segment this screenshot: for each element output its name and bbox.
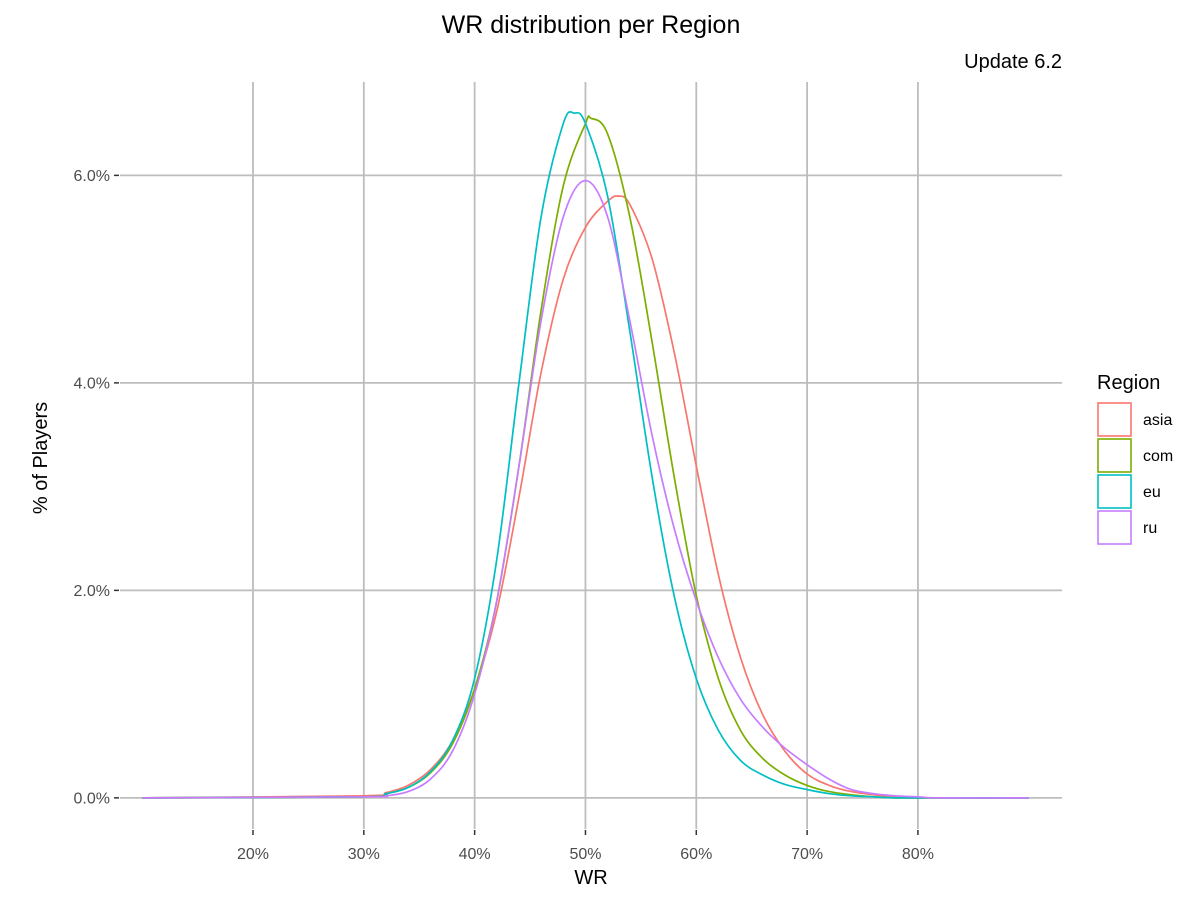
x-tick-label: 50% bbox=[569, 846, 601, 863]
legend-label-com: com bbox=[1143, 448, 1173, 465]
grid-lines bbox=[120, 82, 1062, 829]
series-lines bbox=[142, 110, 1029, 799]
y-tick-label: 4.0% bbox=[74, 375, 110, 392]
chart-title: WR distribution per Region bbox=[442, 11, 741, 39]
legend-key-com bbox=[1097, 438, 1132, 473]
legend-label-ru: ru bbox=[1143, 520, 1157, 537]
x-tick-label: 40% bbox=[459, 846, 491, 863]
x-axis-title: WR bbox=[574, 867, 607, 889]
legend-key-eu bbox=[1097, 474, 1132, 509]
x-tick-label: 60% bbox=[680, 846, 712, 863]
x-tick-label: 70% bbox=[791, 846, 823, 863]
legend-label-eu: eu bbox=[1143, 484, 1161, 501]
x-tick-label: 20% bbox=[237, 846, 269, 863]
legend-key-ru bbox=[1097, 510, 1132, 545]
series-line-com bbox=[142, 115, 1029, 799]
legend: asia com eu ru bbox=[1097, 402, 1173, 545]
chart-subtitle: Update 6.2 bbox=[964, 51, 1062, 73]
y-axis-title: % of Players bbox=[30, 402, 52, 514]
y-tick-label: 2.0% bbox=[74, 583, 110, 600]
x-tick-label: 30% bbox=[348, 846, 380, 863]
y-axis: 0.0% 2.0% 4.0% 6.0% bbox=[74, 168, 119, 807]
series-line-eu bbox=[142, 110, 1029, 799]
x-tick-label: 80% bbox=[902, 846, 934, 863]
series-line-ru bbox=[142, 179, 1029, 799]
x-axis: 20% 30% 40% 50% 60% 70% 80% bbox=[237, 830, 934, 863]
legend-key-asia bbox=[1097, 402, 1132, 437]
y-tick-label: 6.0% bbox=[74, 168, 110, 185]
series-line-asia bbox=[142, 195, 1029, 799]
legend-title: Region bbox=[1097, 372, 1160, 394]
y-tick-label: 0.0% bbox=[74, 790, 110, 807]
legend-label-asia: asia bbox=[1143, 412, 1172, 429]
